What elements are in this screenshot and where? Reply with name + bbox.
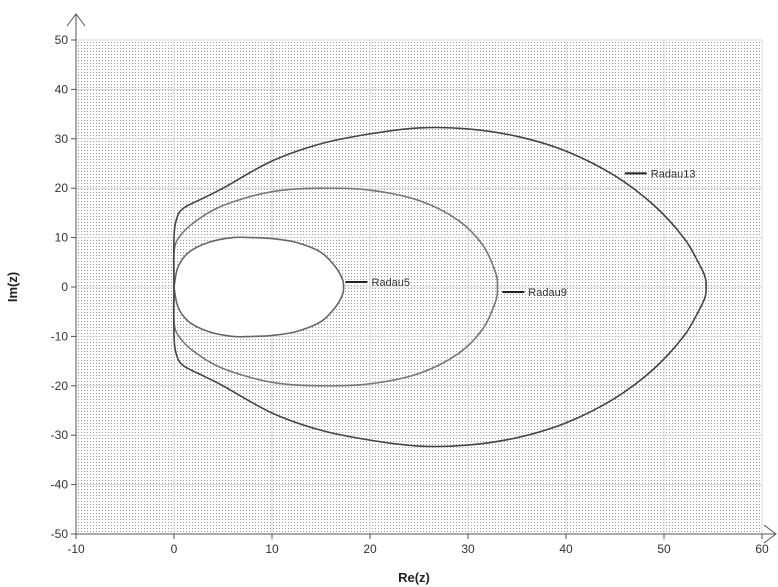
series-line-radau13 xyxy=(172,126,707,448)
x-axis-arrow xyxy=(763,524,777,544)
series-line-radau9 xyxy=(172,187,499,387)
x-tick-label: -10 xyxy=(67,542,85,556)
x-tick-label: 0 xyxy=(171,542,178,556)
boundary-curves xyxy=(172,126,707,448)
y-axis-arrow xyxy=(66,13,86,27)
annotation-label-radau5: Radau5 xyxy=(372,277,411,289)
y-tick-label: 0 xyxy=(61,280,68,294)
radau5-interior xyxy=(174,237,344,337)
x-tick-label: 20 xyxy=(363,542,377,556)
y-tick-label: 30 xyxy=(55,132,69,146)
y-axis-label: Im(z) xyxy=(5,272,20,302)
y-tick-label: 50 xyxy=(55,33,69,47)
x-tick-label: 40 xyxy=(559,542,573,556)
x-tick-label: 30 xyxy=(461,542,475,556)
tick-labels: -50 -40 -30 -20 -10 0 10 20 30 40 50 -10 0 10 20 30 40 50… xyxy=(51,33,769,556)
y-tick-label: 40 xyxy=(55,82,69,96)
x-axis-label: Re(z) xyxy=(398,570,430,585)
y-tick-label: -20 xyxy=(51,379,69,393)
y-tick-label: -10 xyxy=(51,329,69,343)
y-tick-label: -30 xyxy=(51,428,69,442)
x-tick-label: 60 xyxy=(755,542,769,556)
annotation-label-radau13: Radau13 xyxy=(651,168,696,180)
y-tick-label: -50 xyxy=(51,527,69,541)
y-tick-label: 10 xyxy=(55,231,69,245)
y-tick-label: -40 xyxy=(51,478,69,492)
series-line-radau5 xyxy=(173,236,345,338)
x-tick-label: 10 xyxy=(265,542,279,556)
series-annotations: Radau5 Radau9 Radau13 xyxy=(345,168,696,299)
y-tick-label: 20 xyxy=(55,181,69,195)
axes xyxy=(66,13,777,544)
x-tick-label: 50 xyxy=(657,542,671,556)
annotation-label-radau9: Radau9 xyxy=(528,287,567,299)
